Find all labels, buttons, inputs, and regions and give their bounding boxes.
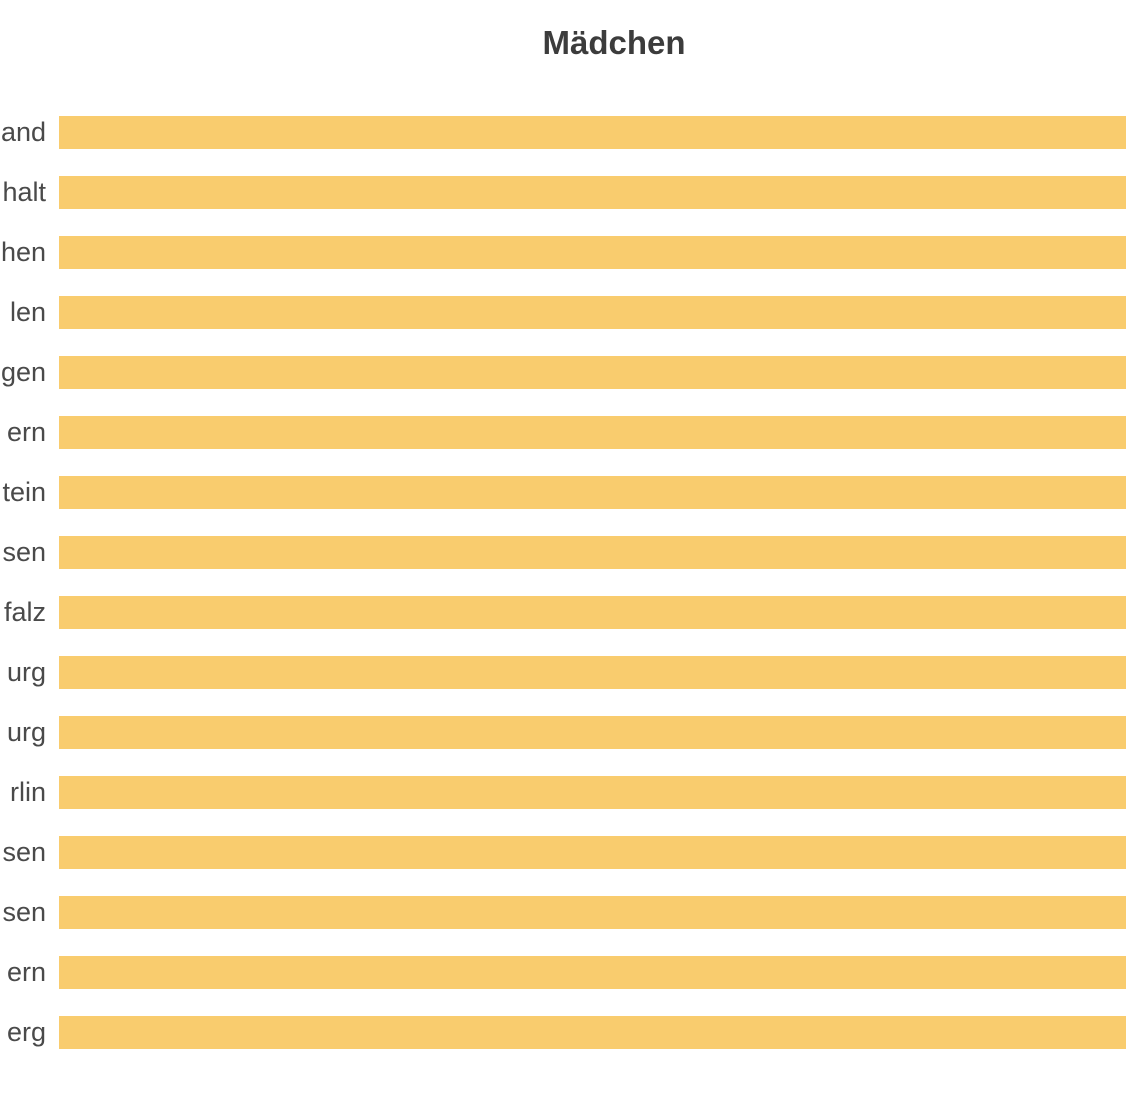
bar-track	[59, 836, 1126, 869]
category-label: hen	[0, 237, 46, 267]
bar-track	[59, 1016, 1126, 1049]
bar-row: ern	[0, 416, 1126, 449]
bar-track	[59, 176, 1126, 209]
category-label: urg	[6, 657, 46, 687]
bar-row: hen	[0, 236, 1126, 269]
category-label: falz	[3, 597, 46, 627]
bar[interactable]	[59, 596, 1126, 629]
category-label: tein	[2, 477, 46, 507]
bar[interactable]	[59, 1016, 1126, 1049]
bar-track	[59, 956, 1126, 989]
bar-track	[59, 476, 1126, 509]
bar[interactable]	[59, 296, 1126, 329]
bar-track	[59, 896, 1126, 929]
bar-track	[59, 116, 1126, 149]
bar-row: tein	[0, 476, 1126, 509]
bar-track	[59, 596, 1126, 629]
category-label: ern	[6, 417, 46, 447]
bar[interactable]	[59, 716, 1126, 749]
bar-chart: and halt hen len gen ern tein se	[0, 116, 1126, 1076]
bar-row: urg	[0, 656, 1126, 689]
bar[interactable]	[59, 176, 1126, 209]
bar-row: falz	[0, 596, 1126, 629]
category-label: gen	[0, 357, 46, 387]
bar-row: len	[0, 296, 1126, 329]
bar[interactable]	[59, 116, 1126, 149]
bar-row: sen	[0, 896, 1126, 929]
category-label: sen	[2, 897, 46, 927]
bar-track	[59, 296, 1126, 329]
category-label: halt	[2, 177, 46, 207]
bar[interactable]	[59, 836, 1126, 869]
bar-track	[59, 776, 1126, 809]
bar[interactable]	[59, 896, 1126, 929]
bar[interactable]	[59, 536, 1126, 569]
bar-row: ern	[0, 956, 1126, 989]
bar-row: halt	[0, 176, 1126, 209]
bar[interactable]	[59, 656, 1126, 689]
category-label: urg	[6, 717, 46, 747]
bar-track	[59, 716, 1126, 749]
category-label: ern	[6, 957, 46, 987]
bar[interactable]	[59, 356, 1126, 389]
bar[interactable]	[59, 776, 1126, 809]
bar-track	[59, 656, 1126, 689]
bar-row: gen	[0, 356, 1126, 389]
bar-track	[59, 416, 1126, 449]
bar-row: sen	[0, 836, 1126, 869]
bar[interactable]	[59, 236, 1126, 269]
bar-track	[59, 236, 1126, 269]
category-label: erg	[6, 1017, 46, 1047]
bar[interactable]	[59, 956, 1126, 989]
bar[interactable]	[59, 416, 1126, 449]
bar-track	[59, 536, 1126, 569]
chart-title: Mädchen	[542, 24, 686, 61]
category-label: and	[0, 117, 46, 147]
category-label: rlin	[9, 777, 46, 807]
bar-row: erg	[0, 1016, 1126, 1049]
bar-track	[59, 356, 1126, 389]
bar-row: rlin	[0, 776, 1126, 809]
category-label: sen	[2, 537, 46, 567]
bar-row: and	[0, 116, 1126, 149]
bar[interactable]	[59, 476, 1126, 509]
bar-row: sen	[0, 536, 1126, 569]
category-label: sen	[2, 837, 46, 867]
category-label: len	[9, 297, 46, 327]
bar-row: urg	[0, 716, 1126, 749]
